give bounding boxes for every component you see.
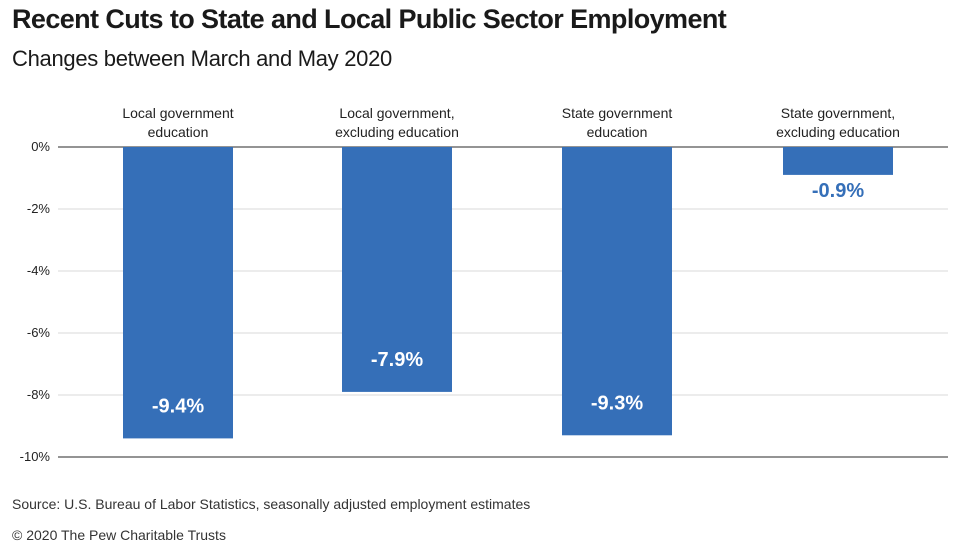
value-label: -7.9% xyxy=(371,349,423,371)
category-label-line: education xyxy=(148,124,209,140)
value-label: -9.3% xyxy=(591,392,643,414)
chart-title: Recent Cuts to State and Local Public Se… xyxy=(12,4,727,34)
bar xyxy=(783,147,893,175)
category-label: Local government, excluding education xyxy=(335,105,459,140)
value-label: -0.9% xyxy=(812,180,864,202)
y-tick-label: 0% xyxy=(31,139,50,154)
value-labels: -9.4% -7.9% -9.3% -0.9% xyxy=(152,180,864,418)
y-tick-label: -8% xyxy=(27,387,51,402)
bars xyxy=(123,147,893,439)
copyright-note: © 2020 The Pew Charitable Trusts xyxy=(12,527,226,543)
category-label-line: Local government, xyxy=(339,105,454,121)
y-tick-label: -2% xyxy=(27,201,51,216)
category-label-line: education xyxy=(587,124,648,140)
value-label: -9.4% xyxy=(152,395,204,417)
bar xyxy=(342,147,452,392)
source-note: Source: U.S. Bureau of Labor Statistics,… xyxy=(12,496,531,512)
category-label: State government education xyxy=(562,105,673,140)
category-label: Local government education xyxy=(122,105,233,140)
y-tick-label: -4% xyxy=(27,263,51,278)
category-label-line: excluding education xyxy=(776,124,900,140)
category-label-line: Local government xyxy=(122,105,233,121)
y-tick-label: -6% xyxy=(27,325,51,340)
category-label-line: State government, xyxy=(781,105,895,121)
bar xyxy=(562,147,672,436)
bar xyxy=(123,147,233,439)
y-tick-label: -10% xyxy=(20,449,51,464)
category-label-line: State government xyxy=(562,105,673,121)
y-axis-ticks: 0% -2% -4% -6% -8% -10% xyxy=(20,139,51,464)
category-label-line: excluding education xyxy=(335,124,459,140)
chart-subtitle: Changes between March and May 2020 xyxy=(12,46,392,71)
category-label: State government, excluding education xyxy=(776,105,900,140)
